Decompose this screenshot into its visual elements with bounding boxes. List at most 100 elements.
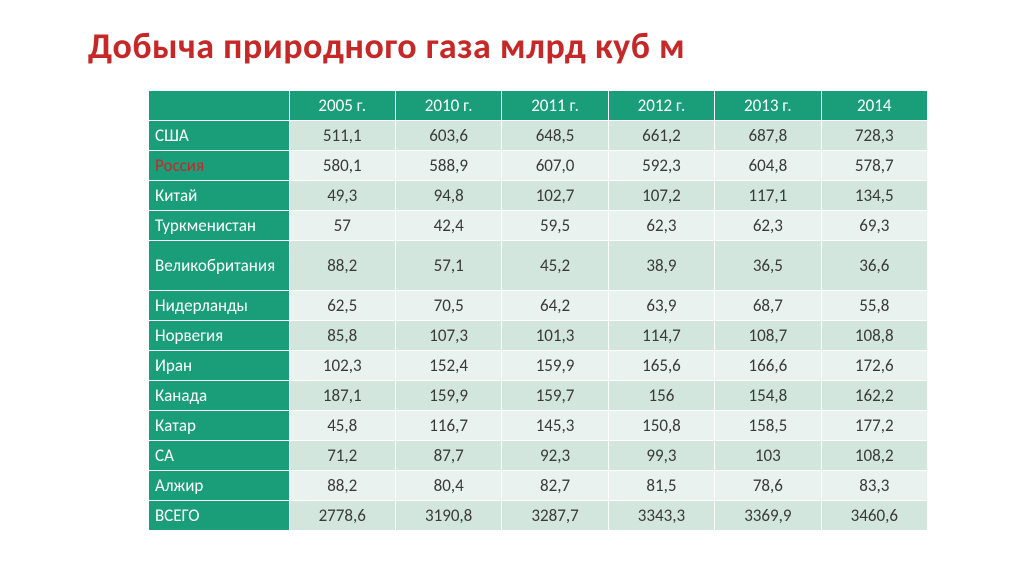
table-cell: 63,9: [608, 291, 714, 321]
table-row: СА71,287,792,399,3103108,2: [149, 441, 928, 471]
row-label: Великобритания: [149, 241, 290, 291]
table-cell: 103: [715, 441, 821, 471]
table-cell: 162,2: [821, 381, 927, 411]
row-label: Россия: [149, 151, 290, 181]
row-label: Алжир: [149, 471, 290, 501]
table-cell: 159,9: [502, 351, 608, 381]
table-row: Канада187,1159,9159,7156154,8162,2: [149, 381, 928, 411]
gas-production-table: 2005 г. 2010 г. 2011 г. 2012 г. 2013 г. …: [148, 90, 928, 531]
table-cell: 69,3: [821, 211, 927, 241]
table-row: Туркменистан5742,459,562,362,369,3: [149, 211, 928, 241]
table-row: Китай49,394,8102,7107,2117,1134,5: [149, 181, 928, 211]
page-title: Добыча природного газа млрд куб м: [88, 24, 964, 68]
row-label: ВСЕГО: [149, 501, 290, 531]
table-cell: 607,0: [502, 151, 608, 181]
table-cell: 648,5: [502, 121, 608, 151]
table-cell: 42,4: [395, 211, 501, 241]
table-cell: 114,7: [608, 321, 714, 351]
table-cell: 661,2: [608, 121, 714, 151]
row-label: Канада: [149, 381, 290, 411]
table-cell: 55,8: [821, 291, 927, 321]
table-cell: 687,8: [715, 121, 821, 151]
table-cell: 83,3: [821, 471, 927, 501]
table-cell: 45,8: [289, 411, 395, 441]
row-label: Катар: [149, 411, 290, 441]
row-label: Нидерланды: [149, 291, 290, 321]
table-cell: 107,2: [608, 181, 714, 211]
table-cell: 580,1: [289, 151, 395, 181]
table-cell: 108,8: [821, 321, 927, 351]
slide: Добыча природного газа млрд куб м 2005 г…: [0, 0, 1024, 574]
table-cell: 116,7: [395, 411, 501, 441]
table-cell: 57,1: [395, 241, 501, 291]
table-cell: 592,3: [608, 151, 714, 181]
table-cell: 604,8: [715, 151, 821, 181]
table-cell: 81,5: [608, 471, 714, 501]
table-cell: 36,5: [715, 241, 821, 291]
table-row: Великобритания88,257,145,238,936,536,6: [149, 241, 928, 291]
table-cell: 134,5: [821, 181, 927, 211]
table-cell: 108,2: [821, 441, 927, 471]
table-cell: 82,7: [502, 471, 608, 501]
table-cell: 578,7: [821, 151, 927, 181]
table-row: Катар45,8116,7145,3150,8158,5177,2: [149, 411, 928, 441]
table-row: США511,1603,6648,5661,2687,8728,3: [149, 121, 928, 151]
table-cell: 49,3: [289, 181, 395, 211]
table-cell: 3460,6: [821, 501, 927, 531]
table-cell: 80,4: [395, 471, 501, 501]
table-header-row: 2005 г. 2010 г. 2011 г. 2012 г. 2013 г. …: [149, 91, 928, 121]
table-cell: 728,3: [821, 121, 927, 151]
table-cell: 101,3: [502, 321, 608, 351]
table-cell: 78,6: [715, 471, 821, 501]
header-blank: [149, 91, 290, 121]
table-row: Иран102,3152,4159,9165,6166,6172,6: [149, 351, 928, 381]
col-header: 2013 г.: [715, 91, 821, 121]
table-cell: 57: [289, 211, 395, 241]
col-header: 2010 г.: [395, 91, 501, 121]
table-cell: 3287,7: [502, 501, 608, 531]
table-cell: 166,6: [715, 351, 821, 381]
table-cell: 71,2: [289, 441, 395, 471]
row-label: Китай: [149, 181, 290, 211]
table-cell: 588,9: [395, 151, 501, 181]
table-cell: 45,2: [502, 241, 608, 291]
col-header: 2005 г.: [289, 91, 395, 121]
table-cell: 152,4: [395, 351, 501, 381]
table-row: Алжир88,280,482,781,578,683,3: [149, 471, 928, 501]
row-label: СА: [149, 441, 290, 471]
table-cell: 3190,8: [395, 501, 501, 531]
table-cell: 108,7: [715, 321, 821, 351]
table-cell: 94,8: [395, 181, 501, 211]
table-cell: 154,8: [715, 381, 821, 411]
table-cell: 165,6: [608, 351, 714, 381]
table-cell: 88,2: [289, 241, 395, 291]
table-cell: 36,6: [821, 241, 927, 291]
table-cell: 68,7: [715, 291, 821, 321]
table-cell: 511,1: [289, 121, 395, 151]
table-cell: 102,7: [502, 181, 608, 211]
table-cell: 159,9: [395, 381, 501, 411]
row-label: Иран: [149, 351, 290, 381]
table-cell: 145,3: [502, 411, 608, 441]
table-cell: 603,6: [395, 121, 501, 151]
table-cell: 62,3: [715, 211, 821, 241]
table-row: Нидерланды62,570,564,263,968,755,8: [149, 291, 928, 321]
table-cell: 92,3: [502, 441, 608, 471]
table-container: 2005 г. 2010 г. 2011 г. 2012 г. 2013 г. …: [148, 90, 928, 531]
table-cell: 2778,6: [289, 501, 395, 531]
table-cell: 3343,3: [608, 501, 714, 531]
table-cell: 64,2: [502, 291, 608, 321]
table-row: Норвегия85,8107,3101,3114,7108,7108,8: [149, 321, 928, 351]
table-cell: 3369,9: [715, 501, 821, 531]
row-label: Норвегия: [149, 321, 290, 351]
col-header: 2011 г.: [502, 91, 608, 121]
table-cell: 59,5: [502, 211, 608, 241]
table-cell: 117,1: [715, 181, 821, 211]
table-row: Россия580,1588,9607,0592,3604,8578,7: [149, 151, 928, 181]
table-cell: 156: [608, 381, 714, 411]
table-cell: 88,2: [289, 471, 395, 501]
table-cell: 85,8: [289, 321, 395, 351]
table-row: ВСЕГО2778,63190,83287,73343,33369,93460,…: [149, 501, 928, 531]
table-cell: 62,5: [289, 291, 395, 321]
row-label: США: [149, 121, 290, 151]
